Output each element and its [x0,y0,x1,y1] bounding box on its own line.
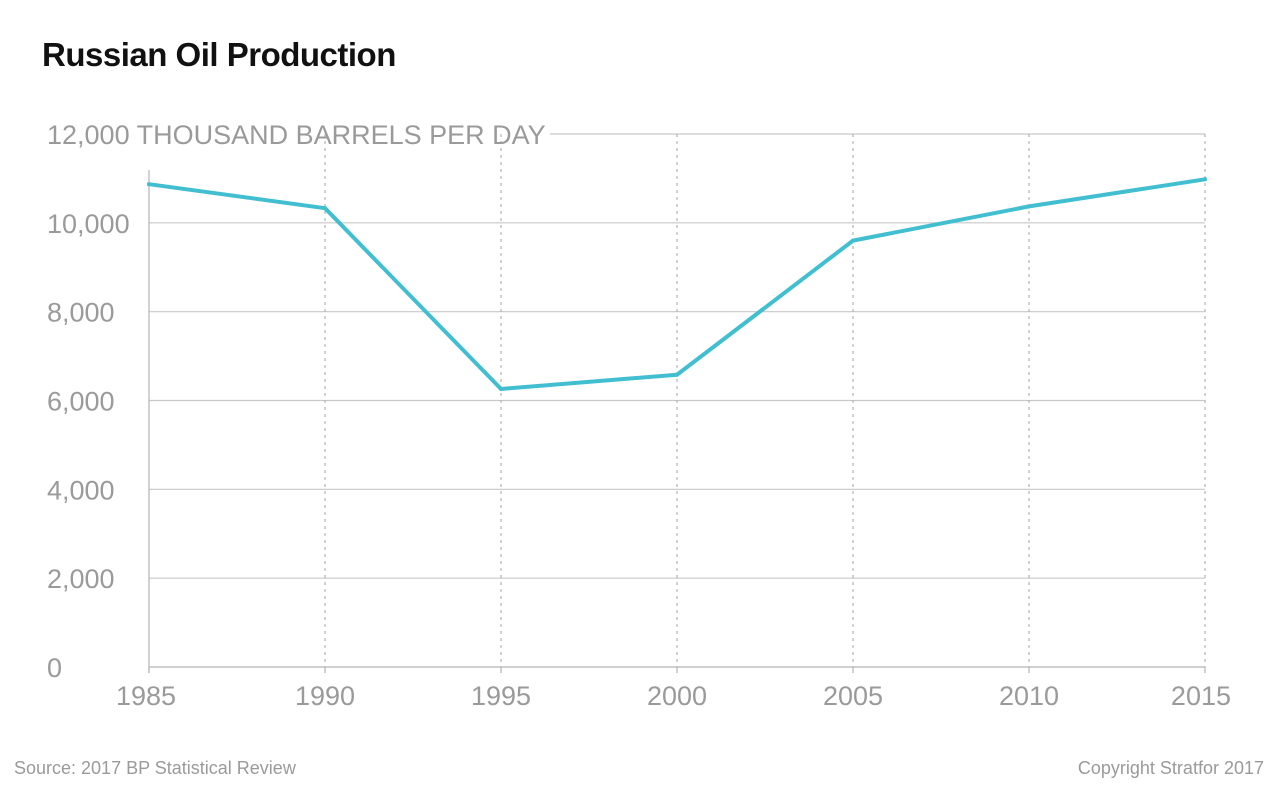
x-tick-label: 2010 [999,681,1059,711]
data-point [1027,204,1031,209]
x-tick-label: 2000 [647,681,707,711]
y-tick-label: 12,000 THOUSAND BARRELS PER DAY [47,120,546,150]
series-line [147,177,1207,391]
y-tick-label: 10,000 [47,209,130,239]
y-tick-label: 8,000 [47,298,115,328]
x-tick-label: 2005 [823,681,883,711]
y-tick-label: 6,000 [47,387,115,417]
x-tick-label: 1990 [295,681,355,711]
copyright-note: Copyright Stratfor 2017 [1077,758,1264,778]
source-note: Source: 2017 BP Statistical Review [14,758,296,778]
data-point [1203,177,1207,182]
data-point [323,206,327,211]
y-tick-label: 0 [47,653,62,683]
x-tick-label: 1995 [471,681,531,711]
x-tick-label: 1985 [116,681,176,711]
data-point [675,372,679,377]
data-point [499,386,503,391]
y-axis-unit-label: THOUSAND BARRELS PER DAY [130,120,546,150]
axis-layer [148,170,1206,673]
chart-title: Russian Oil Production [42,36,396,73]
data-point [147,182,151,187]
y-tick-label: 4,000 [47,475,115,505]
y-tick-label: 2,000 [47,564,115,594]
label-layer: 0 2,000 4,000 6,000 8,000 10,000 12,000 THOUSA… [47,120,1231,711]
data-point [851,238,855,243]
grid-layer [149,133,1206,667]
x-tick-label: 2015 [1171,681,1231,711]
series-layer [147,177,1207,391]
